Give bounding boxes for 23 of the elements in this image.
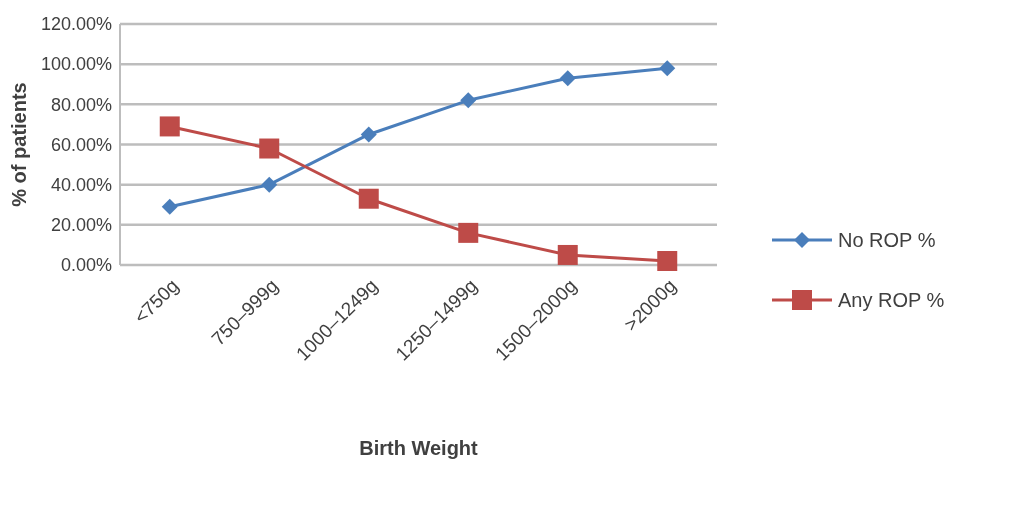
y-tick-label: 60.00% <box>50 134 112 155</box>
point <box>161 198 178 215</box>
point <box>261 176 278 193</box>
point <box>358 188 379 209</box>
point <box>557 244 578 265</box>
point <box>458 222 479 243</box>
point <box>659 60 676 77</box>
point <box>657 250 678 271</box>
x-axis-title: Birth Weight <box>359 437 479 459</box>
y-tick-label: 0.00% <box>60 255 112 276</box>
y-tick-label: 20.00% <box>50 215 112 236</box>
point <box>259 138 280 159</box>
y-tick-label: 120.00% <box>40 14 112 35</box>
y-tick-label: 40.00% <box>50 174 112 195</box>
y-axis-title: % of patients <box>8 82 30 207</box>
point <box>360 126 377 143</box>
y-tick-label: 100.00% <box>40 54 112 75</box>
point <box>159 116 180 137</box>
legend-label: No ROP % <box>838 229 936 251</box>
legend-label: Any ROP % <box>838 289 945 311</box>
point <box>559 70 576 87</box>
y-tick-label: 80.00% <box>50 94 112 115</box>
point <box>460 92 477 109</box>
